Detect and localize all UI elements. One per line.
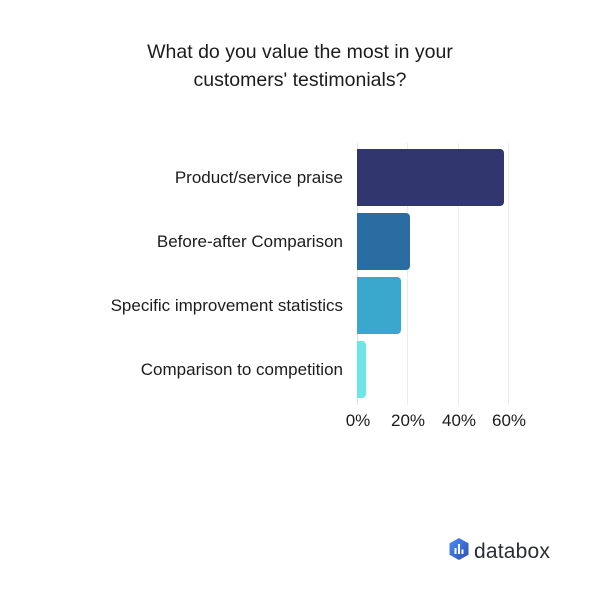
category-label: Specific improvement statistics: [110, 296, 343, 315]
bar-before-after-comparison: [357, 213, 410, 270]
x-tick: 40%: [441, 411, 477, 430]
databox-wordmark: databox: [474, 539, 551, 563]
category-label: Before-after Comparison: [156, 232, 343, 251]
databox-brand: databox: [449, 538, 550, 565]
bar-specific-improvement-statistics: [357, 277, 401, 334]
databox-hexagon-bars-icon: [449, 538, 469, 565]
chart-title: What do you value the most in your custo…: [0, 38, 600, 94]
chart-title-line-2: customers' testimonials?: [193, 69, 407, 91]
x-tick: 20%: [390, 411, 426, 430]
gridline-20: [407, 143, 408, 405]
gridline-40: [458, 143, 459, 405]
gridline-60: [508, 143, 509, 405]
x-tick: 60%: [491, 411, 527, 430]
bar-product-service-praise: [357, 149, 505, 206]
category-label: Comparison to competition: [140, 360, 343, 379]
chart-title-line-1: What do you value the most in your: [147, 41, 453, 63]
bar-comparison-to-competition: [357, 341, 366, 398]
y-axis-line: [357, 143, 358, 405]
plot-area: [357, 143, 527, 405]
category-label: Product/service praise: [174, 168, 343, 187]
x-tick: 0%: [345, 411, 371, 430]
